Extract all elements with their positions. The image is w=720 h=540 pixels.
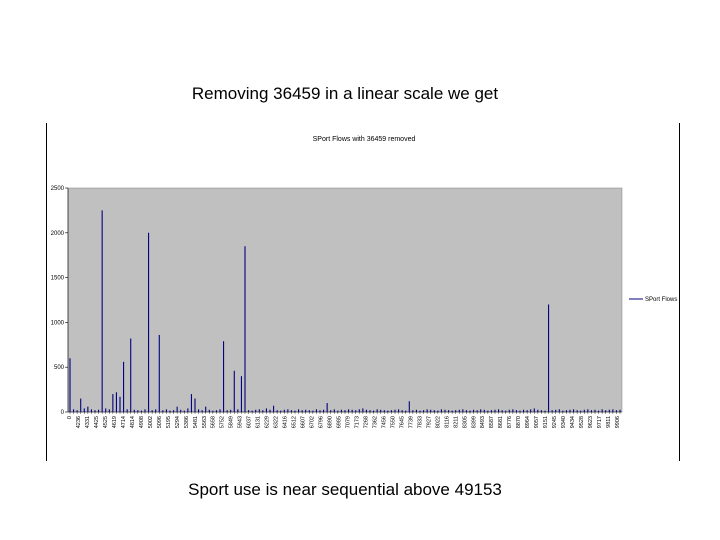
x-tick-label: 4236 — [76, 416, 82, 428]
x-tick-label: 9623 — [588, 416, 594, 428]
x-tick-label: 6037 — [247, 416, 253, 428]
x-tick-label: 8776 — [507, 416, 513, 428]
x-tick-label: 6322 — [274, 416, 280, 428]
x-tick-label: 5752 — [220, 416, 226, 428]
x-tick-label: 8211 — [453, 416, 459, 428]
x-tick-label: 6512 — [292, 416, 298, 428]
x-tick-label: 8022 — [435, 416, 441, 428]
legend: SPort Flows — [629, 297, 677, 303]
x-tick-label: 8964 — [525, 416, 531, 428]
x-tick-label: 7927 — [426, 416, 432, 428]
x-tick-label: 0 — [67, 416, 73, 419]
frame-right-edge — [679, 123, 680, 461]
x-tick-label: 6416 — [283, 416, 289, 428]
x-tick-label: 7079 — [345, 416, 351, 428]
x-tick-label: 8681 — [498, 416, 504, 428]
chart-frame: SPort Flows with 36459 removed 0 500 1000 1… — [46, 123, 680, 461]
y-tick-label: 2000 — [51, 231, 65, 237]
x-tick-label: 7645 — [399, 416, 405, 428]
x-tick-label: 6131 — [256, 416, 262, 428]
x-tick-label: 5096 — [157, 416, 163, 428]
x-tick-label: 5294 — [175, 416, 181, 428]
plot-area — [67, 187, 623, 413]
x-tick-label: 5386 — [184, 416, 190, 428]
x-tick-label: 7550 — [390, 416, 396, 428]
x-tick-label: 9906 — [615, 416, 621, 428]
x-tick-label: 4908 — [139, 416, 145, 428]
x-tick-label: 6796 — [319, 416, 325, 428]
x-tick-label: 5002 — [148, 416, 154, 428]
x-tick-label: 4814 — [130, 416, 136, 428]
x-tick-label: 9245 — [552, 416, 558, 428]
y-tick-label: 2500 — [51, 186, 65, 192]
x-tick-label: 9340 — [561, 416, 567, 428]
x-tick-label: 8493 — [480, 416, 486, 428]
x-tick-label: 6985 — [337, 416, 343, 428]
x-tick-label: 9528 — [579, 416, 585, 428]
x-tick-label: 9057 — [534, 416, 540, 428]
x-tick-label: 9811 — [606, 416, 612, 428]
x-tick-label: 8116 — [444, 416, 450, 428]
x-tick-label: 7833 — [417, 416, 423, 428]
x-tick-label: 5658 — [211, 416, 217, 428]
x-tick-label: 5943 — [238, 416, 244, 428]
y-tick-label: 0 — [61, 410, 65, 416]
x-tick-label: 7739 — [408, 416, 414, 428]
y-tick-label: 1000 — [51, 320, 65, 326]
x-tick-label: 8399 — [471, 416, 477, 428]
x-tick-label: 4331 — [85, 416, 91, 428]
x-tick-label: 7362 — [372, 416, 378, 428]
x-tick-label: 9151 — [543, 416, 549, 428]
chart: SPort Flows with 36459 removed 0 500 1000 1… — [51, 136, 678, 428]
legend-entry: SPort Flows — [645, 297, 677, 303]
slide-caption: Sport use is near sequential above 49153 — [188, 480, 502, 499]
x-tick-label: 8870 — [516, 416, 522, 428]
x-tick-label: 4425 — [94, 416, 100, 428]
x-tick-label: 4619 — [112, 416, 118, 428]
x-tick-label: 5481 — [193, 416, 199, 428]
frame-left-edge — [46, 123, 47, 461]
chart-title: SPort Flows with 36459 removed — [313, 136, 416, 143]
x-tick-label: 6890 — [328, 416, 334, 428]
x-tick-label: 4714 — [121, 416, 127, 428]
x-tick-label: 5849 — [229, 416, 235, 428]
x-tick-label: 9434 — [570, 416, 576, 428]
x-tick-label: 5563 — [202, 416, 208, 428]
x-tick-label: 7173 — [354, 416, 360, 428]
y-tick-label: 500 — [54, 365, 65, 371]
x-tick-label: 7268 — [363, 416, 369, 428]
x-tick-label: 6702 — [310, 416, 316, 428]
x-tick-label: 9717 — [597, 416, 603, 428]
x-tick-label: 4525 — [103, 416, 109, 428]
x-tick-label: 5195 — [166, 416, 172, 428]
x-tick-label: 8587 — [489, 416, 495, 428]
x-tick-label: 6229 — [265, 416, 271, 428]
x-tick-label: 7456 — [381, 416, 387, 428]
y-tick-label: 1500 — [51, 276, 65, 282]
x-tick-label: 8305 — [462, 416, 468, 428]
slide-title: Removing 36459 in a linear scale we get — [191, 84, 499, 103]
x-tick-label: 6607 — [301, 416, 307, 428]
